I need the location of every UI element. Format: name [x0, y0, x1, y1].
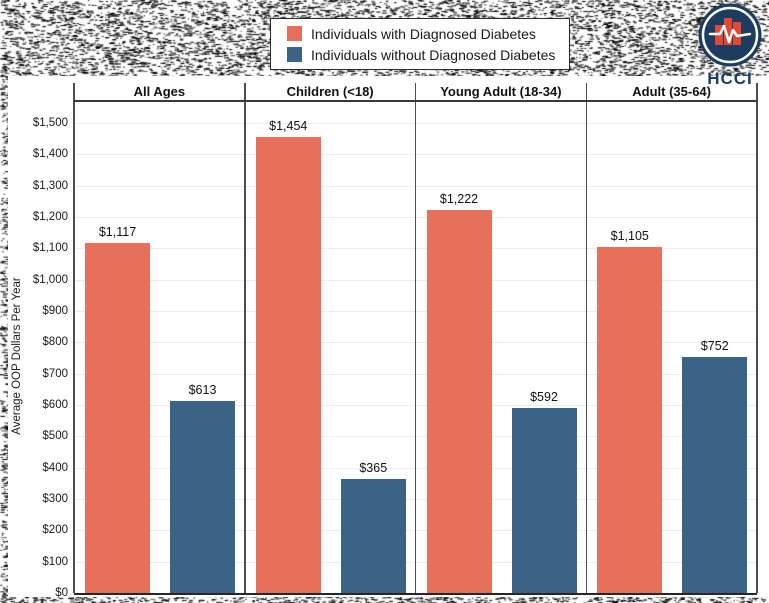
legend-label-with-diabetes: Individuals with Diagnosed Diabetes [311, 26, 536, 42]
page: Average OOP Dollars Per Year $0 $100 $200 $… [0, 0, 769, 603]
legend-swatch-without-diabetes [287, 47, 302, 62]
y-axis-tick-label: $0 [0, 586, 68, 600]
legend-label-without-diabetes: Individuals without Diagnosed Diabetes [311, 47, 555, 63]
x-axis-line [74, 593, 757, 595]
plot-area: $0 $100 $200 $300 $400 $500 $600 $700 $800 $900 $1… [0, 0, 769, 603]
y-axis-tick-label: $1,000 [0, 273, 68, 287]
y-axis-tick-label: $100 [0, 555, 68, 569]
legend: Individuals with Diagnosed Diabetes Indi… [270, 18, 570, 70]
panel-divider [756, 83, 758, 593]
panel-divider [73, 83, 75, 593]
panel-divider [415, 83, 417, 593]
header-underline [74, 100, 757, 102]
y-axis-tick-label: $900 [0, 304, 68, 318]
legend-item-without-diabetes: Individuals without Diagnosed Diabetes [287, 47, 569, 63]
y-axis-tick-label: $800 [0, 335, 68, 349]
bar-value-label: $365 [359, 461, 387, 475]
bar [341, 479, 406, 593]
y-axis-tick-label: $1,300 [0, 179, 68, 193]
bar-value-label: $592 [530, 390, 558, 404]
hcci-logo-text: HCCI [707, 69, 753, 89]
y-axis-tick-label: $300 [0, 492, 68, 506]
bar [427, 210, 492, 593]
bar [170, 401, 235, 593]
y-axis-tick-label: $500 [0, 429, 68, 443]
legend-swatch-with-diabetes [287, 26, 302, 41]
y-axis-tick-label: $1,200 [0, 210, 68, 224]
legend-item-with-diabetes: Individuals with Diagnosed Diabetes [287, 26, 569, 42]
bar-value-label: $1,117 [99, 225, 136, 239]
y-axis-tick-label: $1,100 [0, 241, 68, 255]
y-axis-tick-label: $1,500 [0, 116, 68, 130]
panel-divider [586, 83, 588, 593]
y-axis-tick-label: $200 [0, 523, 68, 537]
bar [256, 137, 321, 593]
bar [597, 247, 662, 593]
bar [682, 357, 747, 593]
bar-value-label: $1,105 [611, 229, 649, 243]
hcci-logo: HCCI [694, 3, 766, 89]
bar-value-label: $1,454 [269, 119, 307, 133]
panel-header: Children (<18) [245, 84, 416, 99]
y-axis-tick-label: $1,400 [0, 147, 68, 161]
y-axis-tick-label: $600 [0, 398, 68, 412]
y-axis-tick-label: $400 [0, 461, 68, 475]
y-axis-tick-label: $700 [0, 367, 68, 381]
bar-value-label: $1,222 [440, 192, 478, 206]
panel-divider [244, 83, 246, 593]
bar-value-label: $752 [701, 339, 729, 353]
hcci-heartbeat-icon [698, 3, 762, 72]
panel-header: All Ages [74, 84, 245, 99]
bar-value-label: $613 [189, 383, 217, 397]
panel-header: Young Adult (18-34) [416, 84, 587, 99]
bar [512, 408, 577, 593]
bar [85, 243, 150, 593]
